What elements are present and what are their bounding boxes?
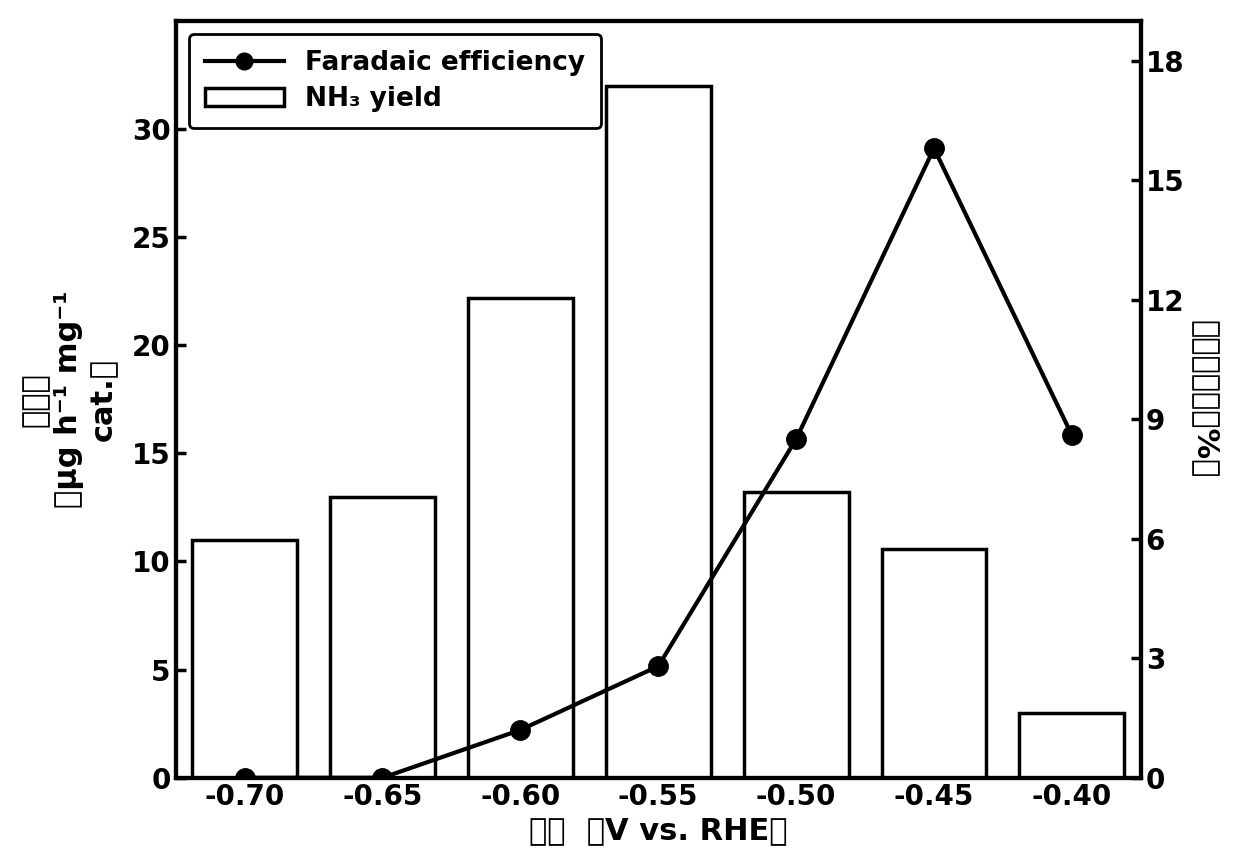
Y-axis label: 产氨量
（μg h⁻¹ mg⁻¹
cat.）: 产氨量 （μg h⁻¹ mg⁻¹ cat.） (21, 290, 118, 508)
Bar (744, 492, 848, 778)
Legend: Faradaic efficiency, NH₃ yield: Faradaic efficiency, NH₃ yield (188, 34, 601, 128)
Bar (192, 540, 298, 778)
Y-axis label: 法拉第效率（%）: 法拉第效率（%） (1190, 320, 1219, 479)
Bar (467, 298, 573, 778)
X-axis label: 电压  （V vs. RHE）: 电压 （V vs. RHE） (529, 816, 787, 845)
Bar (882, 548, 986, 778)
Bar (606, 86, 711, 778)
Bar (1019, 713, 1125, 778)
Bar (330, 496, 435, 778)
